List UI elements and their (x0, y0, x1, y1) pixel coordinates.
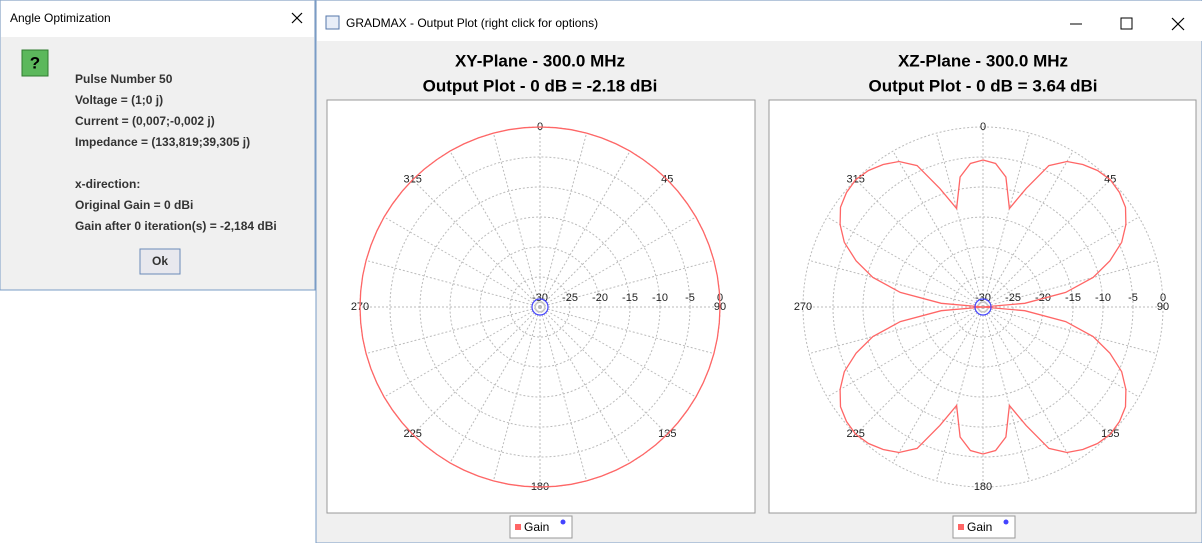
legend-dot (560, 519, 566, 525)
angle-label: 270 (794, 301, 812, 313)
r-tick-label: -10 (1095, 292, 1111, 304)
legend-swatch (958, 524, 964, 530)
question-icon-text: ? (30, 53, 40, 72)
legend-swatch (515, 524, 521, 530)
chart-title: XZ-Plane - 300.0 MHz (898, 51, 1068, 70)
spoke (982, 306, 1157, 355)
grid-ring (802, 126, 1164, 488)
gain-line (839, 159, 1127, 455)
window-titlebar (317, 1, 1202, 41)
dialog-titlebar (1, 1, 314, 37)
spoke (809, 306, 984, 355)
grid-ring (479, 246, 601, 368)
dialog-close[interactable] (291, 12, 303, 24)
chart-title: XY-Plane - 300.0 MHz (455, 51, 625, 70)
window-title: GRADMAX - Output Plot (right click for o… (346, 16, 598, 30)
gain-line (359, 126, 721, 488)
grid-ring (922, 246, 1044, 368)
r-tick-label: -10 (652, 292, 668, 304)
r-tick-label: -30 (975, 292, 991, 304)
r-tick-label: -20 (592, 292, 608, 304)
close-button[interactable] (1171, 17, 1185, 31)
chart-subtitle: Output Plot - 0 dB = 3.64 dBi (868, 76, 1097, 95)
dialog-line: Impedance = (133,819;39,305 j) (75, 135, 250, 149)
dialog-line: Original Gain = 0 dBi (75, 198, 193, 212)
angle-label: 0 (980, 121, 986, 133)
legend-label: Gain (524, 520, 549, 534)
grid-ring (832, 156, 1134, 458)
ok-button[interactable] (139, 248, 181, 275)
dialog (0, 0, 316, 291)
dialog-line: Current = (0,007;-0,002 j) (75, 114, 215, 128)
grid-ring (952, 276, 1014, 338)
grid-ring (419, 186, 661, 428)
question-icon (21, 49, 49, 77)
legend-label: Gain (967, 520, 992, 534)
dialog-title: Angle Optimization (10, 11, 111, 25)
grid-ring (509, 276, 571, 338)
grid-ring (892, 216, 1074, 398)
center-marker (531, 298, 549, 316)
grid-ring (449, 216, 631, 398)
maximize-button[interactable] (1120, 17, 1133, 30)
spoke (539, 306, 697, 398)
r-tick-label: 0 (1160, 292, 1166, 304)
dialog-line: Voltage = (1;0 j) (75, 93, 163, 107)
chart-subtitle: Output Plot - 0 dB = -2.18 dBi (423, 76, 658, 95)
legend-box (509, 515, 573, 539)
dialog-line: x-direction: (75, 177, 140, 191)
spoke (366, 306, 541, 355)
r-tick-label: -25 (562, 292, 578, 304)
legend-box (952, 515, 1016, 539)
center-marker (974, 298, 992, 316)
spoke (982, 306, 1140, 398)
dialog-line: Gain after 0 iteration(s) = -2,184 dBi (75, 219, 277, 233)
r-tick-label: -5 (685, 292, 695, 304)
r-tick-label: -15 (622, 292, 638, 304)
grid-ring (862, 186, 1104, 428)
r-tick-label: -25 (1005, 292, 1021, 304)
angle-label: 90 (1157, 301, 1169, 313)
grid-ring (389, 156, 691, 458)
r-tick-label: -5 (1128, 292, 1138, 304)
app-icon (325, 15, 340, 30)
legend-dot (1003, 519, 1009, 525)
dialog-line: Pulse Number 50 (75, 72, 173, 86)
r-tick-label: -30 (532, 292, 548, 304)
ok-button-label[interactable]: Ok (152, 254, 168, 268)
r-tick-label: -15 (1065, 292, 1081, 304)
angle-label: 180 (974, 481, 992, 493)
spoke (539, 306, 714, 355)
